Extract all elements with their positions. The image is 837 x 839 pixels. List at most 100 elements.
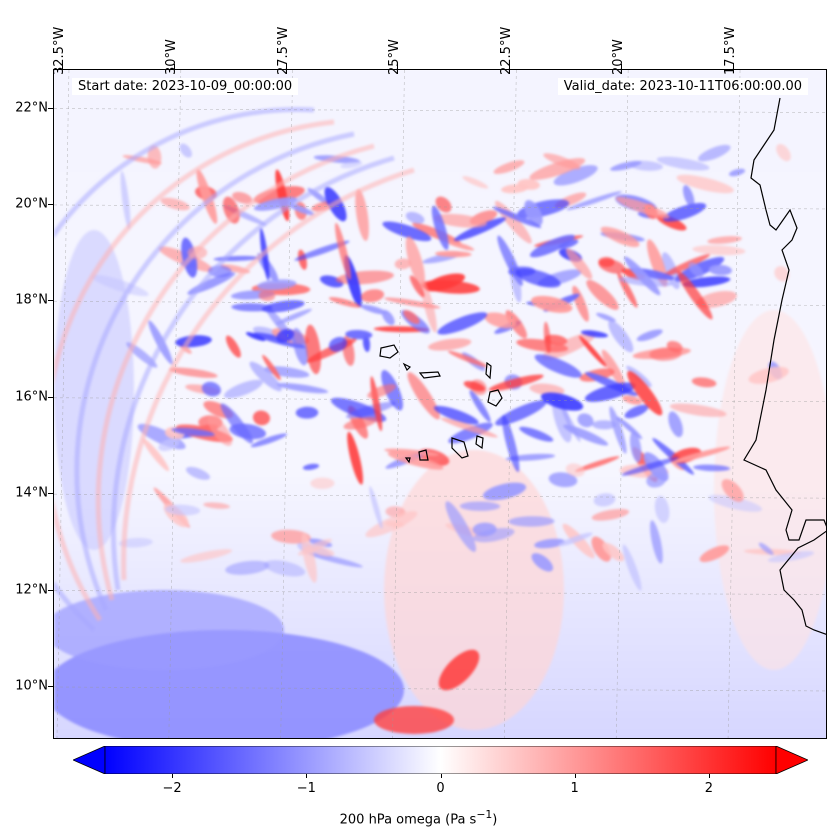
lat-tick <box>48 396 53 398</box>
colorbar-max-arrow <box>775 745 809 775</box>
lat-label: 16°N <box>15 389 48 405</box>
wave-arc <box>121 167 415 581</box>
lon-label: 22.5°W <box>499 26 515 75</box>
wave-arc <box>54 107 315 632</box>
start-date-label: Start date: 2023-10-09_00:00:00 <box>72 78 299 95</box>
ascent-streak <box>420 280 437 333</box>
descent-streak <box>165 504 201 516</box>
ascent-streak <box>598 258 626 274</box>
descent-streak <box>469 390 491 423</box>
ascent-streak <box>196 169 218 224</box>
ascent-streak <box>462 176 489 189</box>
ascent-streak <box>424 273 466 292</box>
descent-streak <box>558 239 579 249</box>
ascent-streak <box>225 335 241 358</box>
descent-streak <box>295 406 319 419</box>
ascent-streak <box>699 545 730 563</box>
ascent-streak <box>543 321 551 354</box>
colorbar-min-arrow <box>72 745 106 775</box>
ascent-streak <box>394 258 411 270</box>
streak-group <box>54 107 815 632</box>
ascent-streak <box>328 297 361 308</box>
descent-streak <box>553 165 598 186</box>
ascent-streak <box>428 338 472 351</box>
descent-streak <box>309 553 363 568</box>
ascent-streak <box>517 179 540 190</box>
descent-streak <box>445 501 476 552</box>
colorbar-tick <box>440 774 442 778</box>
colorbar-tick <box>172 774 174 778</box>
descent-streak <box>693 464 731 472</box>
wave-arc <box>95 143 375 601</box>
ascent-streak <box>622 395 642 405</box>
descent-streak <box>618 276 673 287</box>
descent-streak <box>758 542 774 556</box>
colorbar-tick-label: −1 <box>296 781 316 796</box>
ascent-streak <box>232 191 253 204</box>
ascent-streak <box>435 250 472 258</box>
descent-streak <box>158 438 180 452</box>
lon-tick <box>621 64 623 69</box>
parallel-gridline <box>54 493 826 499</box>
lon-tick <box>285 64 287 69</box>
lat-tick <box>48 203 53 205</box>
ascent-streak <box>649 347 682 361</box>
ascent-streak <box>409 275 425 298</box>
lon-tick <box>61 64 63 69</box>
ascent-streak <box>565 248 593 280</box>
descent-streak <box>708 494 763 512</box>
ascent-streak <box>579 335 607 367</box>
meridian-gridline <box>504 70 517 738</box>
descent-streak <box>276 382 329 394</box>
lat-label: 18°N <box>15 292 48 308</box>
descent-streak <box>688 262 704 278</box>
descent-streak <box>621 457 679 476</box>
parallel-gridline <box>54 301 826 306</box>
colorbar-label-close: ) <box>492 812 498 828</box>
ascent-streak <box>463 381 486 392</box>
lat-tick <box>48 107 53 109</box>
ascent-streak <box>180 549 233 563</box>
island-maio <box>475 435 484 450</box>
ascent-streak <box>142 438 170 472</box>
lat-label: 22°N <box>15 100 48 116</box>
ascent-streak <box>776 144 791 162</box>
descent-streak <box>250 433 288 448</box>
lon-tick <box>397 64 399 69</box>
descent-streak <box>656 156 710 171</box>
descent-streak <box>275 308 312 325</box>
descent-streak <box>515 268 561 288</box>
ascent-streak <box>676 174 734 194</box>
ascent-streak <box>488 374 544 392</box>
ascent-streak <box>262 354 281 381</box>
parallel-gridline <box>54 204 826 210</box>
descent-streak <box>682 185 695 208</box>
parallel-gridline <box>54 397 826 403</box>
descent-streak <box>253 197 298 211</box>
descent-streak <box>454 217 506 241</box>
ascent-streak <box>147 145 162 169</box>
descent-streak <box>302 463 320 471</box>
ascent-streak <box>575 456 620 472</box>
ascent-streak <box>677 270 713 320</box>
colorbar-gradient <box>104 745 777 775</box>
island-fogo <box>418 449 429 461</box>
ascent-streak <box>207 415 233 446</box>
wave-arc <box>54 119 335 622</box>
ascent-streak <box>531 295 573 313</box>
descent-streak <box>708 264 732 276</box>
descent-streak <box>220 403 253 444</box>
ascent-streak <box>691 377 717 388</box>
descent-streak <box>472 522 497 537</box>
descent-streak <box>185 466 211 480</box>
descent-streak <box>624 404 649 419</box>
omega-field <box>54 70 826 738</box>
descent-streak <box>224 379 263 399</box>
descent-streak <box>563 424 609 446</box>
ascent-streak <box>405 236 426 287</box>
descent-streak <box>629 431 642 463</box>
ascent-streak <box>407 372 440 420</box>
map-overlay <box>54 70 826 738</box>
ascent-streak <box>484 312 517 329</box>
coastline-africa <box>743 97 826 635</box>
